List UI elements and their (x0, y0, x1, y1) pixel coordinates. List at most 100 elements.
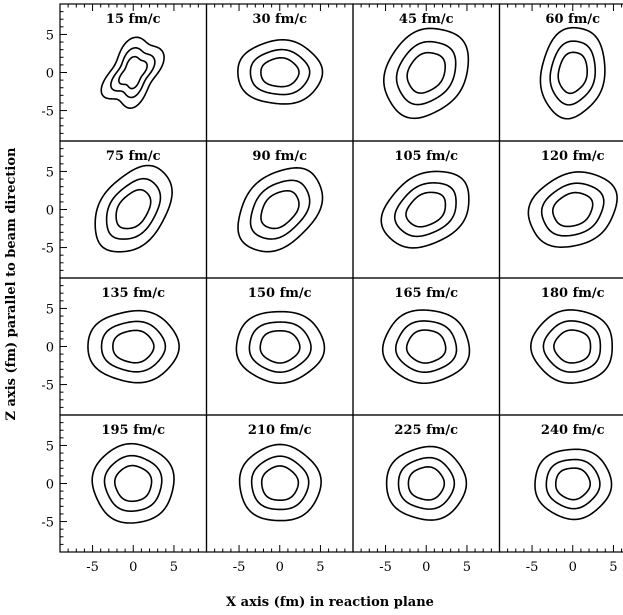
panel-time-label: 195 fm/c (101, 423, 165, 438)
panel-3: 45 fm/c (352, 3, 501, 142)
contour-line (539, 26, 606, 120)
panel-9: 135 fm/c (59, 277, 208, 416)
contour-line (380, 170, 470, 249)
x-tick-label: 5 (463, 560, 471, 575)
x-tick-label: 0 (569, 560, 577, 575)
contour-line (549, 40, 597, 106)
contour-line (235, 310, 326, 384)
y-tick-label: 5 (46, 165, 54, 180)
panel-10: 150 fm/c (205, 277, 354, 416)
contour-line (100, 320, 167, 373)
contour-line (534, 448, 613, 521)
contour-line (259, 330, 301, 364)
contour-line (383, 27, 470, 120)
contour-line (395, 40, 457, 106)
contour-line (405, 329, 447, 364)
y-tick-label: 0 (46, 478, 54, 493)
contour-line (381, 309, 471, 385)
contour-line (113, 464, 153, 503)
panel-2: 30 fm/c (205, 3, 354, 142)
panel-time-label: 105 fm/c (394, 149, 458, 164)
contour-line (406, 51, 446, 94)
contour-line (249, 48, 311, 96)
contour-line (100, 36, 165, 109)
contour-line (394, 320, 458, 374)
panel-6: 90 fm/c (205, 140, 354, 279)
contour-line (551, 191, 594, 228)
panel-time-label: 90 fm/c (252, 149, 307, 164)
x-tick-label: 5 (316, 560, 324, 575)
y-tick-label: 5 (46, 302, 54, 317)
contour-line (260, 56, 300, 88)
contour-line (115, 188, 152, 230)
contour-line (249, 179, 311, 240)
panel-time-label: 165 fm/c (394, 286, 458, 301)
panel-14: 210 fm/c (205, 414, 354, 553)
x-tick-label: -5 (526, 560, 539, 575)
panel-8: 120 fm/c (498, 140, 623, 279)
contour-line (545, 458, 601, 510)
contour-line (530, 309, 614, 384)
panel-time-label: 45 fm/c (399, 12, 454, 27)
contour-line (542, 320, 602, 373)
panel-1: 15 fm/c (59, 3, 208, 142)
panel-time-label: 120 fm/c (541, 149, 605, 164)
panel-grid: 15 fm/c 30 fm/c 45 fm/c 60 fm/c 75 fm/c 90 fm… (59, 3, 623, 553)
y-tick-label: 0 (46, 204, 54, 219)
contour-line (87, 309, 180, 384)
contour-line (112, 329, 155, 364)
contour-line (557, 51, 589, 95)
panel-11: 165 fm/c (352, 277, 501, 416)
contour-line (237, 167, 324, 253)
panel-time-label: 135 fm/c (101, 286, 165, 301)
y-tick-label: 0 (46, 67, 54, 82)
x-tick-label: -5 (86, 560, 99, 575)
y-tick-label: -5 (41, 242, 54, 257)
contour-line (110, 47, 156, 99)
contour-line (527, 171, 618, 248)
x-tick-label: 0 (129, 560, 137, 575)
contour-line (407, 466, 446, 501)
panel-time-label: 210 fm/c (248, 423, 312, 438)
contour-line (260, 465, 300, 501)
contour-line (385, 445, 468, 521)
x-tick-label: 0 (422, 560, 430, 575)
y-tick-label: 5 (46, 439, 54, 454)
contour-line (91, 442, 175, 524)
y-tick-label: -5 (41, 379, 54, 394)
contour-line (250, 455, 310, 511)
panel-15: 225 fm/c (352, 414, 501, 553)
x-tick-label: 5 (609, 560, 617, 575)
panel-time-label: 225 fm/c (394, 423, 458, 438)
contour-line (397, 456, 456, 510)
panel-12: 180 fm/c (498, 277, 623, 416)
y-tick-label: -5 (41, 105, 54, 120)
contour-line (237, 38, 324, 105)
y-tick-label: -5 (41, 516, 54, 531)
panel-7: 105 fm/c (352, 140, 501, 279)
panel-time-label: 30 fm/c (252, 12, 307, 27)
panel-16: 240 fm/c (498, 414, 623, 553)
contour-line (260, 189, 300, 230)
y-tick-label: 5 (46, 28, 54, 43)
panel-time-label: 60 fm/c (545, 12, 600, 27)
contour-line (94, 164, 173, 253)
panel-4: 60 fm/c (498, 3, 623, 142)
panel-time-label: 75 fm/c (106, 149, 161, 164)
x-tick-label: -5 (379, 560, 392, 575)
panel-5: 75 fm/c (59, 140, 208, 279)
contour-line (540, 182, 605, 237)
panel-time-label: 15 fm/c (106, 12, 161, 27)
x-tick-label: -5 (233, 560, 246, 575)
contour-line (553, 329, 592, 364)
y-axis-title: Z axis (fm) parallel to beam direction (4, 147, 19, 420)
contour-line (554, 467, 592, 501)
y-tick-label: 0 (46, 341, 54, 356)
x-axis-title: X axis (fm) in reaction plane (226, 595, 434, 610)
x-tick-label: 0 (276, 560, 284, 575)
contour-line (248, 321, 312, 373)
contour-line (405, 191, 447, 228)
contour-line (238, 443, 322, 522)
y-tick-labels: 5 0 -5 5 0 -5 5 0 -5 5 0 -5 (41, 28, 54, 530)
